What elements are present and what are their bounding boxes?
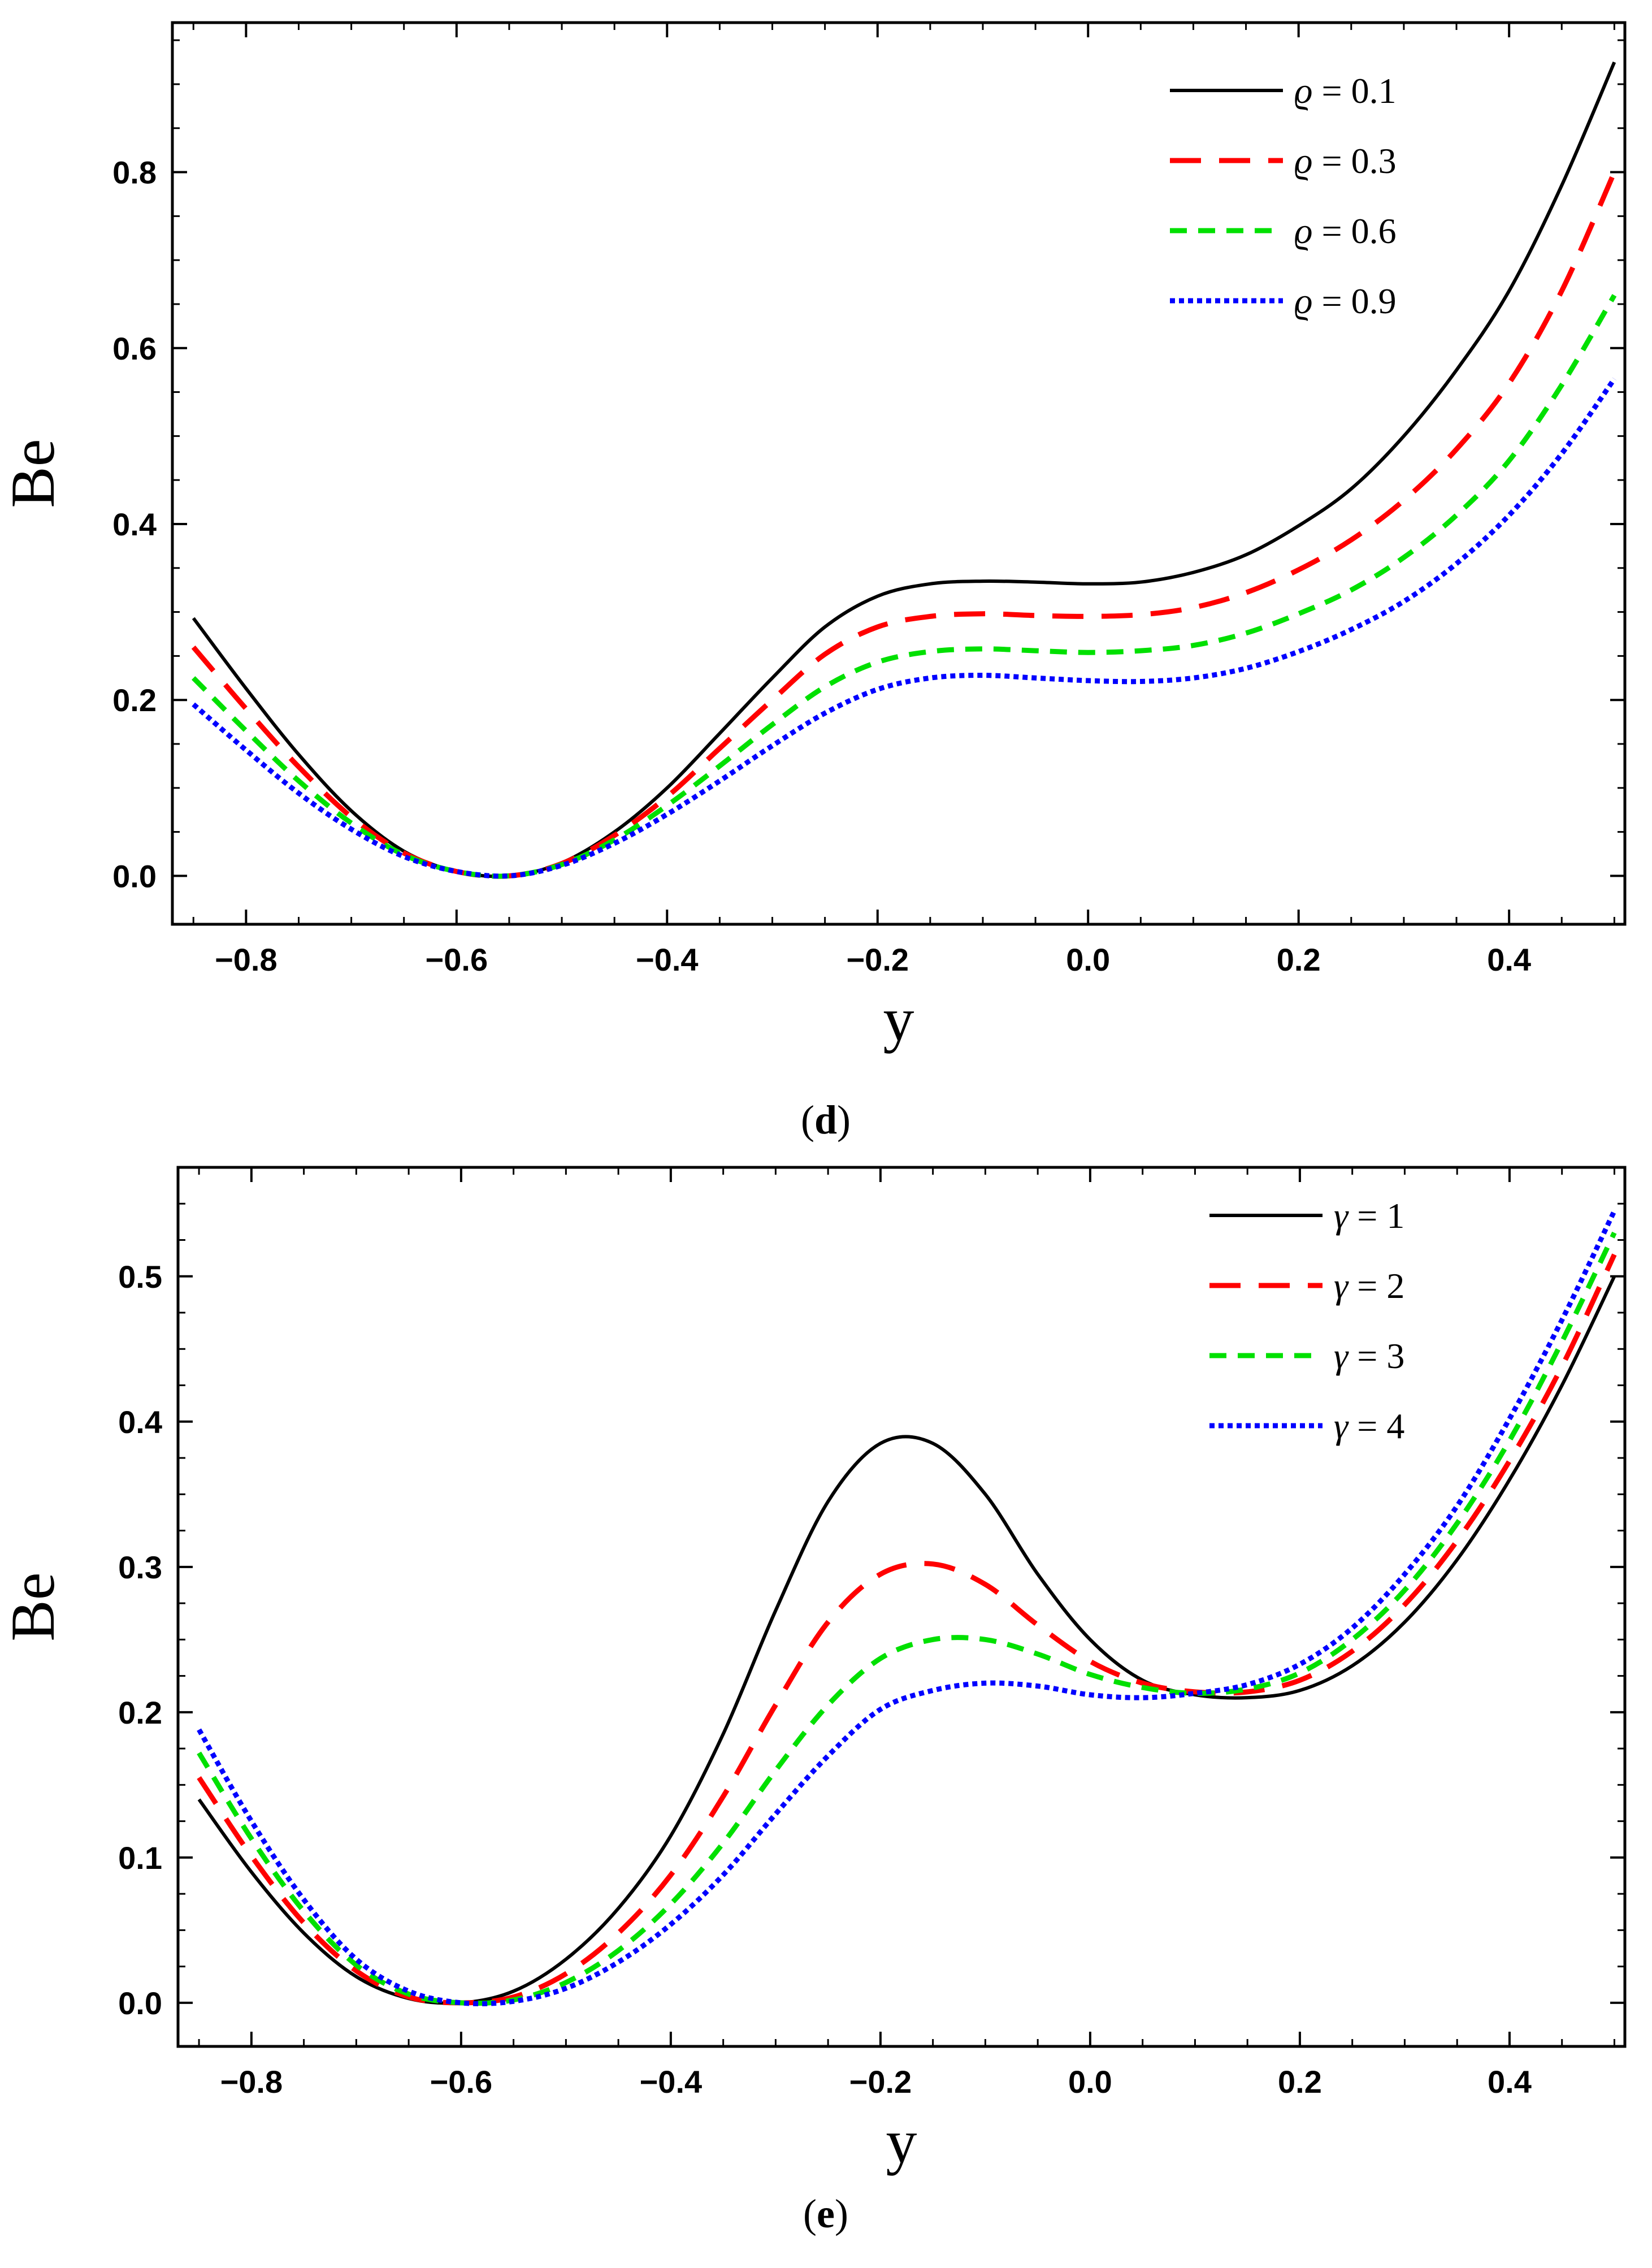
x-tick-label: −0.2 xyxy=(849,2064,912,2100)
series-line-4 xyxy=(192,377,1617,879)
x-tick-label: −0.6 xyxy=(426,942,488,977)
legend-value: = 4 xyxy=(1348,1406,1404,1446)
y-tick-label: 0.2 xyxy=(118,1695,162,1730)
series-line-3 xyxy=(197,1231,1617,2006)
x-tick-label: −0.8 xyxy=(215,942,277,977)
y-tick-label: 0.0 xyxy=(112,858,157,894)
x-tick-label: 0.2 xyxy=(1277,942,1321,977)
legend-label: ϱ = 0.1 xyxy=(1294,71,1397,111)
y-tick-label: 0.0 xyxy=(118,1985,162,2021)
x-tick-label: −0.8 xyxy=(220,2064,283,2100)
legend-label: γ = 1 xyxy=(1334,1196,1404,1236)
x-tick-label: −0.6 xyxy=(430,2064,493,2100)
x-tick-label: 0.4 xyxy=(1487,942,1531,977)
y-tick-label: 0.5 xyxy=(118,1259,162,1295)
legend-value: = 3 xyxy=(1348,1336,1404,1376)
legend-label: ϱ = 0.3 xyxy=(1294,141,1397,181)
y-tick-label: 0.4 xyxy=(112,507,157,542)
legend-symbol: γ xyxy=(1334,1266,1349,1306)
x-axis-title: y xyxy=(886,2107,917,2176)
subfigure-caption: (e) xyxy=(803,2191,848,2236)
legend-label: γ = 3 xyxy=(1334,1336,1404,1376)
legend-symbol: γ xyxy=(1334,1196,1349,1236)
legend-label: ϱ = 0.9 xyxy=(1294,281,1397,321)
series-line-3 xyxy=(192,294,1617,879)
x-tick-label: 0.4 xyxy=(1488,2064,1532,2100)
caption-letter: d xyxy=(814,1097,837,1142)
legend-value: = 0.1 xyxy=(1312,71,1396,111)
chart-panel-d: −0.8 −0.6 −0.4 −0.2 0.0 0.2 0.4 0.0 0.2 0.4 0.6 0.8… xyxy=(0,21,1627,1142)
series-line-4 xyxy=(197,1210,1617,2007)
y-tick-label: 0.8 xyxy=(112,155,157,191)
legend-value: = 1 xyxy=(1348,1196,1404,1236)
legend-symbol: γ xyxy=(1334,1336,1349,1376)
legend-label: γ = 4 xyxy=(1334,1406,1404,1446)
x-tick-label: 0.2 xyxy=(1278,2064,1322,2100)
x-tick-label: −0.4 xyxy=(640,2064,703,2100)
legend-value: = 0.9 xyxy=(1312,281,1396,321)
y-tick-label: 0.4 xyxy=(118,1404,162,1440)
legend-symbol: ϱ xyxy=(1294,281,1312,321)
y-tick-label: 0.1 xyxy=(118,1840,162,1876)
x-tick-label: −0.2 xyxy=(846,942,909,977)
subfigure-caption: (d) xyxy=(801,1097,851,1142)
series-line-2 xyxy=(197,1253,1617,2006)
legend-label: ϱ = 0.6 xyxy=(1294,211,1397,251)
caption-letter: e xyxy=(817,2191,835,2236)
plot-frame xyxy=(176,1166,1627,2048)
legend-symbol: ϱ xyxy=(1294,211,1312,251)
y-tick-label: 0.3 xyxy=(118,1549,162,1585)
legend-value: = 2 xyxy=(1348,1266,1404,1306)
y-tick-label: 0.6 xyxy=(112,331,157,366)
y-axis-title: Be xyxy=(0,1572,67,1641)
legend-symbol: ϱ xyxy=(1294,71,1312,111)
legend-symbol: ϱ xyxy=(1294,141,1312,181)
plot-frame xyxy=(171,21,1627,926)
x-tick-label: −0.4 xyxy=(636,942,699,977)
series-line-1 xyxy=(197,1275,1616,2005)
series-line-1 xyxy=(192,61,1616,878)
legend-value: = 0.6 xyxy=(1312,211,1396,251)
y-tick-label: 0.2 xyxy=(112,682,157,718)
x-tick-label: 0.0 xyxy=(1066,942,1110,977)
x-axis-title: y xyxy=(883,985,914,1054)
series-line-2 xyxy=(191,171,1617,879)
legend-value: = 0.3 xyxy=(1312,141,1396,181)
legend-label: γ = 2 xyxy=(1334,1266,1404,1306)
y-axis-title: Be xyxy=(0,439,67,508)
legend-symbol: γ xyxy=(1334,1406,1349,1446)
x-tick-label: 0.0 xyxy=(1068,2064,1112,2100)
chart-panel-e: −0.8 −0.6 −0.4 −0.2 0.0 0.2 0.4 0.0 0.1 0.2 0.3 0.4… xyxy=(0,1166,1627,2236)
